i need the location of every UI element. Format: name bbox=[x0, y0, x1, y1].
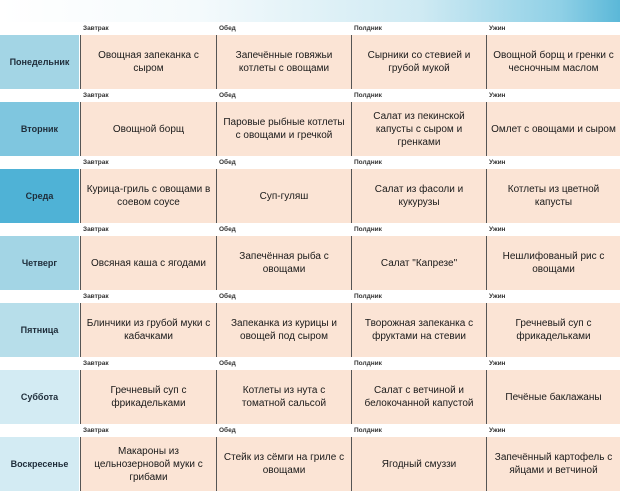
meal-text: Блинчики из грубой муки с кабачками bbox=[86, 318, 211, 342]
meal-header-label: Полдник bbox=[354, 427, 382, 434]
meal-header-label: Ужин bbox=[489, 25, 506, 32]
meal-cell: Макароны из цельнозерновой муки с грибам… bbox=[80, 437, 216, 491]
meal-cell: Суп-гуляш bbox=[216, 169, 351, 223]
meal-text: Паровые рыбные котлеты с овощами и гречк… bbox=[223, 117, 345, 141]
meal-text: Запечённый картофель с яйцами и ветчиной bbox=[494, 452, 613, 476]
meal-header-label: Полдник bbox=[354, 293, 382, 300]
meal-text: Творожная запеканка с фруктами на стевии bbox=[364, 318, 474, 342]
meal-text: Салат "Капрезе" bbox=[380, 257, 458, 269]
meal-header-label: Завтрак bbox=[83, 25, 109, 32]
day-row: Завтрак Обед Полдник Ужин Вторник Овощной бор… bbox=[0, 89, 620, 156]
meal-text: Салат из пекинской капусты с сыром и гре… bbox=[373, 110, 465, 148]
day-name: Четверг bbox=[0, 236, 80, 290]
meal-text: Печёные баклажаны bbox=[505, 391, 602, 403]
meal-header-label: Полдник bbox=[354, 226, 382, 233]
meal-header-label: Полдник bbox=[354, 92, 382, 99]
meal-cell: Курица-гриль с овощами в соевом соусе bbox=[80, 169, 216, 223]
meal-text: Котлеты из нута с томатной сальсой bbox=[241, 385, 327, 409]
meal-header-label: Обед bbox=[219, 25, 236, 32]
meal-header-label: Завтрак bbox=[83, 427, 109, 434]
meal-text: Запеканка из курицы и овощей под сыром bbox=[231, 318, 337, 342]
meal-header-label: Полдник bbox=[354, 159, 382, 166]
day-row: Завтрак Обед Полдник Ужин Среда Курица-гриль … bbox=[0, 156, 620, 223]
day-row: Завтрак Обед Полдник Ужин Воскресенье Макарон… bbox=[0, 424, 620, 491]
meal-header-label: Завтрак bbox=[83, 293, 109, 300]
meal-cell: Запеканка из курицы и овощей под сыром bbox=[216, 303, 351, 357]
meal-header-label: Ужин bbox=[489, 226, 506, 233]
meal-cell: Овощной борщ и гренки с чесночным маслом bbox=[486, 35, 620, 89]
meal-cell: Салат из пекинской капусты с сыром и гре… bbox=[351, 102, 486, 156]
day-row: Завтрак Обед Полдник Ужин Суббота Гречневый с… bbox=[0, 357, 620, 424]
meal-header-label: Ужин bbox=[489, 360, 506, 367]
meal-text: Нешлифованый рис с овощами bbox=[502, 251, 605, 275]
meal-header-label: Обед bbox=[219, 360, 236, 367]
meal-text: Стейк из сёмги на гриле с овощами bbox=[223, 452, 345, 476]
day-row: Завтрак Обед Полдник Ужин Четверг Овсяная каш… bbox=[0, 223, 620, 290]
day-row: Завтрак Обед Полдник Ужин Понедельник Овощная… bbox=[0, 22, 620, 89]
meal-header-label: Завтрак bbox=[83, 360, 109, 367]
day-name: Пятница bbox=[0, 303, 80, 357]
meal-header-label: Ужин bbox=[489, 427, 506, 434]
meal-text: Овсяная каша с ягодами bbox=[90, 257, 206, 269]
meal-cell: Запечённый картофель с яйцами и ветчиной bbox=[486, 437, 620, 491]
meal-text: Запечённая рыба с овощами bbox=[239, 251, 329, 275]
meal-cell: Сырники со стевией и грубой мукой bbox=[351, 35, 486, 89]
meal-header-label: Обед bbox=[219, 427, 236, 434]
meal-cell: Нешлифованый рис с овощами bbox=[486, 236, 620, 290]
day-row: Завтрак Обед Полдник Ужин Пятница Блинчики из… bbox=[0, 290, 620, 357]
meal-header-label: Обед bbox=[219, 293, 236, 300]
meal-cell: Овощной борщ bbox=[80, 102, 216, 156]
day-name: Вторник bbox=[0, 102, 80, 156]
meal-text: Овощной борщ bbox=[112, 123, 185, 135]
meal-header-label: Ужин bbox=[489, 92, 506, 99]
meal-cell: Паровые рыбные котлеты с овощами и гречк… bbox=[216, 102, 351, 156]
meal-text: Сырники со стевией и грубой мукой bbox=[367, 50, 471, 74]
meal-cell: Котлеты из цветной капусты bbox=[486, 169, 620, 223]
meal-text: Котлеты из цветной капусты bbox=[507, 184, 600, 208]
meal-cell: Стейк из сёмги на гриле с овощами bbox=[216, 437, 351, 491]
meal-cell: Овощная запеканка с сыром bbox=[80, 35, 216, 89]
meal-header-label: Обед bbox=[219, 226, 236, 233]
header-banner bbox=[0, 0, 620, 22]
meal-text: Запечённые говяжьи котлеты с овощами bbox=[235, 50, 333, 74]
day-name: Воскресенье bbox=[0, 437, 80, 491]
meal-text: Ягодный смуззи bbox=[381, 458, 457, 470]
meal-text: Салат из фасоли и кукурузы bbox=[374, 184, 464, 208]
day-name: Среда bbox=[0, 169, 80, 223]
meal-cell: Салат "Капрезе" bbox=[351, 236, 486, 290]
meal-cell: Блинчики из грубой муки с кабачками bbox=[80, 303, 216, 357]
meal-cell: Запечённые говяжьи котлеты с овощами bbox=[216, 35, 351, 89]
day-name: Суббота bbox=[0, 370, 80, 424]
meal-cell: Печёные баклажаны bbox=[486, 370, 620, 424]
meal-header-label: Обед bbox=[219, 159, 236, 166]
meal-header-label: Полдник bbox=[354, 360, 382, 367]
meal-cell: Творожная запеканка с фруктами на стевии bbox=[351, 303, 486, 357]
meal-cell: Ягодный смуззи bbox=[351, 437, 486, 491]
meal-header-label: Завтрак bbox=[83, 226, 109, 233]
meal-cell: Овсяная каша с ягодами bbox=[80, 236, 216, 290]
meal-text: Салат с ветчиной и белокочанной капустой bbox=[364, 385, 474, 409]
day-name: Понедельник bbox=[0, 35, 80, 89]
meal-header-label: Ужин bbox=[489, 293, 506, 300]
meal-text: Овощная запеканка с сыром bbox=[98, 50, 199, 74]
meal-header-label: Завтрак bbox=[83, 92, 109, 99]
meal-cell: Запечённая рыба с овощами bbox=[216, 236, 351, 290]
meal-text: Курица-гриль с овощами в соевом соусе bbox=[86, 184, 211, 208]
meal-header-label: Обед bbox=[219, 92, 236, 99]
meal-cell: Гречневый суп с фрикадельками bbox=[80, 370, 216, 424]
meal-cell: Котлеты из нута с томатной сальсой bbox=[216, 370, 351, 424]
meal-text: Гречневый суп с фрикадельками bbox=[110, 385, 187, 409]
meal-cell: Салат с ветчиной и белокочанной капустой bbox=[351, 370, 486, 424]
meal-header-label: Завтрак bbox=[83, 159, 109, 166]
meal-header-label: Полдник bbox=[354, 25, 382, 32]
meal-text: Овощной борщ и гренки с чесночным маслом bbox=[493, 50, 614, 74]
meal-text: Гречневый суп с фрикадельками bbox=[515, 318, 592, 342]
meal-cell: Омлет с овощами и сыром bbox=[486, 102, 620, 156]
meal-text: Суп-гуляш bbox=[259, 190, 309, 202]
meal-cell: Гречневый суп с фрикадельками bbox=[486, 303, 620, 357]
meal-text: Макароны из цельнозерновой муки с грибам… bbox=[94, 445, 203, 483]
meal-header-label: Ужин bbox=[489, 159, 506, 166]
meal-text: Омлет с овощами и сыром bbox=[491, 123, 616, 135]
meal-cell: Салат из фасоли и кукурузы bbox=[351, 169, 486, 223]
